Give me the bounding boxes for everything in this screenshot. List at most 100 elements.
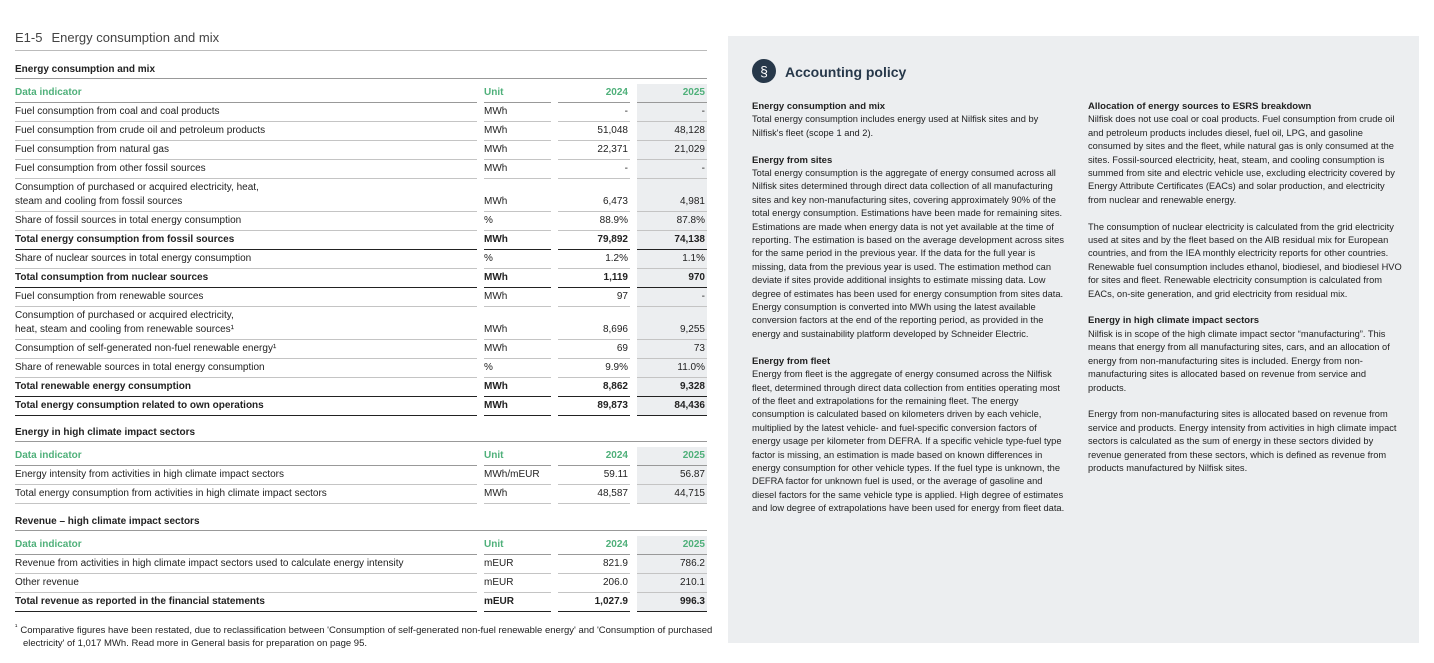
table-cell: 74,138 bbox=[637, 231, 707, 250]
column-header: 2025 bbox=[637, 447, 707, 466]
table-cell: MWh/mEUR bbox=[484, 466, 551, 485]
table-cell: % bbox=[484, 250, 551, 269]
table-cell: 970 bbox=[637, 269, 707, 288]
table-cell: Fuel consumption from natural gas bbox=[15, 141, 477, 160]
policy-paragraph: Nilfisk is in scope of the high climate … bbox=[1088, 328, 1390, 393]
table-cell: Fuel consumption from crude oil and petr… bbox=[15, 122, 477, 141]
table-cell: MWh bbox=[484, 378, 551, 397]
total-row: Total renewable energy consumption MWh 8,8… bbox=[15, 378, 707, 397]
table-cell: Fuel consumption from renewable sources bbox=[15, 288, 477, 307]
table-cell: 21,029 bbox=[637, 141, 707, 160]
total-row: Total revenue as reported in the financi… bbox=[15, 593, 707, 612]
table-row: Fuel consumption from natural gas MWh 22,3… bbox=[15, 141, 707, 160]
accounting-policy-panel: § Accounting policy Energy consumption a… bbox=[728, 36, 1419, 643]
table-cell: MWh bbox=[484, 122, 551, 141]
table-row: Fuel consumption from crude oil and petr… bbox=[15, 122, 707, 141]
policy-heading: Energy in high climate impact sectors bbox=[1088, 315, 1260, 327]
table-cell: 84,436 bbox=[637, 397, 707, 416]
table-cell: MWh bbox=[484, 179, 551, 212]
table-cell: 206.0 bbox=[558, 574, 630, 593]
table-cell: 4,981 bbox=[637, 179, 707, 212]
table-cell: % bbox=[484, 212, 551, 231]
table-row: Energy intensity from activities in high… bbox=[15, 466, 707, 485]
table-block: Energy in high climate impact sectors Dat… bbox=[8, 425, 714, 504]
data-table: Data indicator Unit 2024 2025 Energy intensi… bbox=[8, 447, 714, 504]
policy-heading: Allocation of energy sources to ESRS bre… bbox=[1088, 101, 1312, 112]
table-cell: MWh bbox=[484, 340, 551, 359]
policy-paragraph: Energy from non-manufacturing sites is a… bbox=[1088, 409, 1397, 473]
table-row: Consumption of purchased or acquired ele… bbox=[15, 307, 707, 340]
table-cell: 821.9 bbox=[558, 555, 630, 574]
table-cell: Total consumption from nuclear sources bbox=[15, 269, 477, 288]
table-row: Share of fossil sources in total energy … bbox=[15, 212, 707, 231]
table-cell: 9,255 bbox=[637, 307, 707, 340]
table-cell: mEUR bbox=[484, 574, 551, 593]
policy-heading: Energy consumption and mix bbox=[752, 101, 886, 112]
table-cell: MWh bbox=[484, 269, 551, 288]
table-cell: 73 bbox=[637, 340, 707, 359]
table-cell: Total revenue as reported in the financi… bbox=[15, 593, 477, 612]
table-cell: 11.0% bbox=[637, 359, 707, 378]
table-block: Energy consumption and mix Data indicator… bbox=[8, 62, 714, 416]
table-cell: 87.8% bbox=[637, 212, 707, 231]
table-cell: 88.9% bbox=[558, 212, 630, 231]
policy-paragraph: Total energy consumption includes energy… bbox=[752, 114, 1039, 138]
policy-title: Accounting policy bbox=[785, 64, 907, 80]
policy-column: Allocation of energy sources to ESRS bre… bbox=[1088, 100, 1402, 489]
table-cell: - bbox=[558, 160, 630, 179]
table-row: Consumption of purchased or acquired ele… bbox=[15, 179, 707, 212]
table-cell: Total energy consumption from fossil sou… bbox=[15, 231, 477, 250]
policy-heading: Energy from fleet bbox=[752, 355, 831, 367]
table-cell: 9,328 bbox=[637, 378, 707, 397]
table-cell: Share of nuclear sources in total energy… bbox=[15, 250, 477, 269]
column-header: 2024 bbox=[558, 536, 630, 555]
table-row: Revenue from activities in high climate … bbox=[15, 555, 707, 574]
policy-paragraph: Energy from fleet is the aggregate of en… bbox=[752, 369, 1065, 514]
table-row: Consumption of self-generated non-fuel r… bbox=[15, 340, 707, 359]
table-cell: 51,048 bbox=[558, 122, 630, 141]
policy-icon: § bbox=[752, 59, 776, 83]
table-cell: Total renewable energy consumption bbox=[15, 378, 477, 397]
table-cell: Fuel consumption from other fossil sourc… bbox=[15, 160, 477, 179]
table-cell: 56.87 bbox=[637, 466, 707, 485]
table-cell: 8,696 bbox=[558, 307, 630, 340]
total-row: Total energy consumption related to own … bbox=[15, 397, 707, 416]
table-cell: 6,473 bbox=[558, 179, 630, 212]
table-cell: 44,715 bbox=[637, 485, 707, 504]
table-cell: - bbox=[637, 288, 707, 307]
table-cell: 8,862 bbox=[558, 378, 630, 397]
table-cell: Consumption of self-generated non-fuel r… bbox=[15, 340, 477, 359]
table-cell: 48,587 bbox=[558, 485, 630, 504]
total-row: Total consumption from nuclear sources MW… bbox=[15, 269, 707, 288]
table-cell: Total energy consumption from activities… bbox=[15, 485, 477, 504]
table-cell: 1,119 bbox=[558, 269, 630, 288]
column-header: 2025 bbox=[637, 536, 707, 555]
table-cell: 210.1 bbox=[637, 574, 707, 593]
column-header: Unit bbox=[484, 84, 551, 103]
table-cell: 786.2 bbox=[637, 555, 707, 574]
policy-paragraph: The consumption of nuclear electricity i… bbox=[1088, 221, 1402, 299]
table-cell: MWh bbox=[484, 160, 551, 179]
table-cell: 48,128 bbox=[637, 122, 707, 141]
table-title: Energy consumption and mix bbox=[15, 62, 707, 79]
policy-column: Energy consumption and mix Total energy c… bbox=[752, 100, 1066, 529]
header-row: Data indicator Unit 2024 2025 bbox=[15, 84, 707, 103]
table-cell: % bbox=[484, 359, 551, 378]
footnote-mark: ¹ bbox=[15, 624, 18, 631]
table-cell: Share of renewable sources in total ener… bbox=[15, 359, 477, 378]
column-header: Data indicator bbox=[15, 447, 477, 466]
table-cell: MWh bbox=[484, 231, 551, 250]
column-header: Unit bbox=[484, 536, 551, 555]
table-cell: 996.3 bbox=[637, 593, 707, 612]
policy-paragraph: Total energy consumption is the aggregat… bbox=[752, 168, 1064, 339]
table-cell: MWh bbox=[484, 485, 551, 504]
table-cell: 79,892 bbox=[558, 231, 630, 250]
table-block: Revenue – high climate impact sectors Dat… bbox=[8, 514, 714, 612]
total-row: Total energy consumption from fossil sou… bbox=[15, 231, 707, 250]
table-cell: 1,027.9 bbox=[558, 593, 630, 612]
table-row: Share of renewable sources in total ener… bbox=[15, 359, 707, 378]
table-cell: Total energy consumption related to own … bbox=[15, 397, 477, 416]
policy-heading: Energy from sites bbox=[752, 154, 833, 166]
table-cell: MWh bbox=[484, 103, 551, 122]
